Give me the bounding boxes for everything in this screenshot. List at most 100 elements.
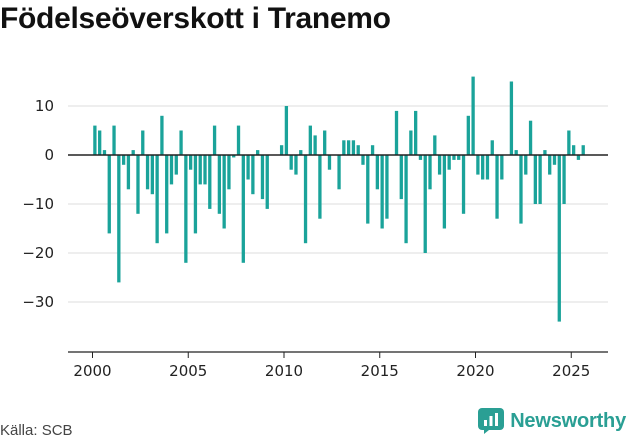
bar (481, 155, 485, 180)
bar (145, 155, 150, 190)
bar (102, 150, 107, 155)
bar (442, 155, 447, 229)
bar (414, 110, 418, 155)
bar (543, 150, 547, 155)
bar (557, 155, 561, 322)
bar (308, 125, 312, 155)
bar (227, 155, 231, 190)
bar (370, 145, 375, 155)
x-tick-label: 2000 (73, 362, 111, 380)
x-tick-label: 2005 (169, 362, 207, 380)
bar (217, 155, 222, 214)
bar (160, 115, 164, 155)
bar (107, 155, 111, 234)
axes (68, 154, 608, 353)
bar (538, 155, 542, 204)
bar (346, 140, 351, 155)
bar (490, 140, 494, 155)
bar (351, 140, 356, 155)
bar (394, 110, 399, 155)
bar (284, 106, 289, 155)
bar (193, 155, 198, 234)
y-tick-label: −30 (22, 293, 54, 311)
bar (404, 155, 408, 244)
bar (366, 155, 370, 224)
bar (121, 155, 126, 165)
bar (98, 130, 102, 155)
bar (524, 155, 528, 175)
y-axis-ticks: 10 0 −10 −20 −30 (22, 97, 54, 311)
bar (279, 145, 284, 155)
bar (136, 155, 140, 214)
bar (356, 145, 360, 155)
bar (457, 155, 461, 160)
bar (313, 135, 317, 155)
bar (452, 155, 456, 160)
brand-name: Newsworthy (510, 409, 626, 432)
bar (260, 155, 265, 200)
bar (437, 155, 442, 175)
bar (399, 155, 403, 200)
bar (409, 130, 413, 155)
bar (571, 145, 576, 155)
bar (169, 155, 174, 185)
gridlines (68, 105, 608, 303)
bar (236, 125, 241, 155)
y-tick-label: −20 (22, 244, 54, 262)
bar (241, 155, 245, 263)
bar (485, 155, 490, 180)
bar (131, 150, 135, 155)
bar (323, 130, 327, 155)
bar (141, 130, 145, 155)
bar (548, 155, 552, 175)
bar (174, 155, 178, 175)
bar (126, 155, 131, 190)
newsworthy-chart-icon (478, 408, 505, 434)
y-tick-label: 0 (44, 146, 54, 164)
bar (519, 155, 523, 224)
bar (466, 115, 470, 155)
bar (361, 155, 365, 165)
bar (246, 155, 250, 180)
bar (552, 155, 557, 165)
bar (495, 155, 499, 219)
bar-series (93, 76, 585, 322)
bar (265, 155, 269, 209)
bar (476, 155, 480, 175)
source-note: Källa: SCB (0, 422, 73, 439)
x-tick-label: 2020 (456, 362, 494, 380)
bar (533, 155, 537, 204)
bar (222, 155, 226, 229)
bar (562, 155, 566, 204)
bar (303, 155, 308, 244)
bar (112, 125, 116, 155)
bar (184, 155, 188, 263)
bar (203, 155, 207, 185)
bar (256, 150, 260, 155)
bar (528, 120, 533, 155)
bar (117, 155, 121, 283)
bar (447, 155, 451, 170)
bar (232, 155, 236, 158)
bar (251, 155, 255, 195)
x-tick-label: 2025 (552, 362, 590, 380)
bar (428, 155, 432, 190)
bar (93, 125, 97, 155)
chart-title: Födelseöverskott i Tranemo (0, 2, 391, 35)
bar (500, 155, 504, 180)
brand-logo: Newsworthy (478, 408, 626, 434)
bar (165, 155, 169, 234)
bar (299, 150, 303, 155)
bar (380, 155, 384, 229)
bar (289, 155, 293, 170)
bar (418, 155, 423, 160)
bar (294, 155, 298, 175)
bar (318, 155, 322, 219)
bar (514, 150, 518, 155)
bar (471, 76, 475, 155)
x-tick-label: 2010 (265, 362, 303, 380)
bar (385, 155, 389, 219)
bar (342, 140, 346, 155)
bar (337, 155, 341, 190)
